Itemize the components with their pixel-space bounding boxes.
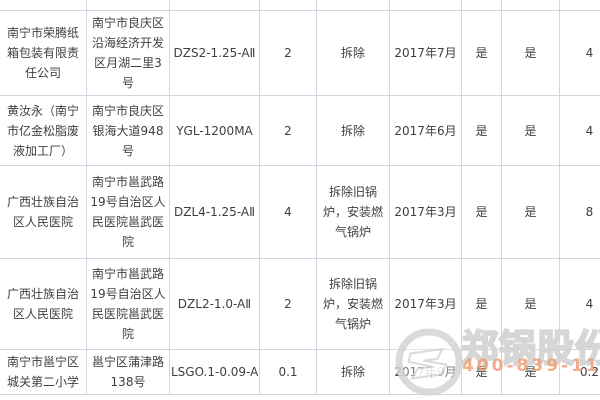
cell-value: 4 [559,95,600,166]
cell-empty [559,0,600,11]
cell-empty [86,0,170,11]
cell-quantity: 2 [259,95,317,166]
cell-date: 2017年6月 [389,95,462,166]
cell-action: 拆除 [316,349,390,395]
cell-model: DZL2-1.0-AⅡ [169,258,260,350]
table-row: 黄汝永（南宁市亿金松脂废液加工厂） 南宁市良庆区银海大道948号 YGL-120… [0,95,600,166]
cell-empty [169,0,260,11]
cell-confirm1: 是 [461,95,502,166]
cell-confirm2: 是 [501,258,560,350]
cell-date: 2017年3月 [389,165,462,259]
cell-confirm2: 是 [501,349,560,395]
cell-date: 2017年3月 [389,258,462,350]
cell-address: 南宁市邕武路19号自治区人民医院邕武医院 [86,165,170,259]
cell-address: 南宁市良庆区沿海经济开发区月湖二里3号 [86,10,170,96]
cell-address: 邕宁区蒲津路138号 [86,349,170,395]
cell-empty [389,0,462,11]
cell-value: 8 [559,165,600,259]
cell-company: 南宁市邕宁区城关第二小学 [0,349,87,395]
cell-confirm1: 是 [461,10,502,96]
cell-action: 拆除旧锅炉，安装燃气锅炉 [316,165,390,259]
table-row-partial [0,0,600,11]
cell-date: 2017年9月 [389,349,462,395]
cell-value: 0.2 [559,349,600,395]
cell-confirm1: 是 [461,165,502,259]
cell-value: 4 [559,258,600,350]
cell-confirm2: 是 [501,10,560,96]
cell-value: 4 [559,10,600,96]
cell-action: 拆除 [316,10,390,96]
cell-confirm1: 是 [461,258,502,350]
cell-company: 黄汝永（南宁市亿金松脂废液加工厂） [0,95,87,166]
cell-company: 南宁市荣腾纸箱包装有限责任公司 [0,10,87,96]
cell-empty [259,0,317,11]
cell-empty [461,0,502,11]
cell-confirm2: 是 [501,95,560,166]
cell-confirm2: 是 [501,165,560,259]
cell-model: LSGO.1-0.09-AⅡ [169,349,260,395]
cell-quantity: 4 [259,165,317,259]
table-row: 广西壮族自治区人民医院 南宁市邕武路19号自治区人民医院邕武医院 DZL4-1.… [0,165,600,259]
cell-empty [316,0,390,11]
cell-model: DZL4-1.25-AⅡ [169,165,260,259]
cell-date: 2017年7月 [389,10,462,96]
table-row: 南宁市荣腾纸箱包装有限责任公司 南宁市良庆区沿海经济开发区月湖二里3号 DZS2… [0,10,600,96]
cell-quantity: 2 [259,258,317,350]
table-row: 广西壮族自治区人民医院 南宁市邕武路19号自治区人民医院邕武医院 DZL2-1.… [0,258,600,350]
cell-model: DZS2-1.25-AⅡ [169,10,260,96]
cell-empty [501,0,560,11]
cell-address: 南宁市良庆区银海大道948号 [86,95,170,166]
cell-action: 拆除旧锅炉，安装燃气锅炉 [316,258,390,350]
cell-quantity: 0.1 [259,349,317,395]
table-row: 南宁市邕宁区城关第二小学 邕宁区蒲津路138号 LSGO.1-0.09-AⅡ 0… [0,349,600,395]
cell-address: 南宁市邕武路19号自治区人民医院邕武医院 [86,258,170,350]
cell-empty [0,0,87,11]
cell-company: 广西壮族自治区人民医院 [0,165,87,259]
cell-action: 拆除 [316,95,390,166]
cell-company: 广西壮族自治区人民医院 [0,258,87,350]
cell-quantity: 2 [259,10,317,96]
cell-model: YGL-1200MA [169,95,260,166]
cell-confirm1: 是 [461,349,502,395]
